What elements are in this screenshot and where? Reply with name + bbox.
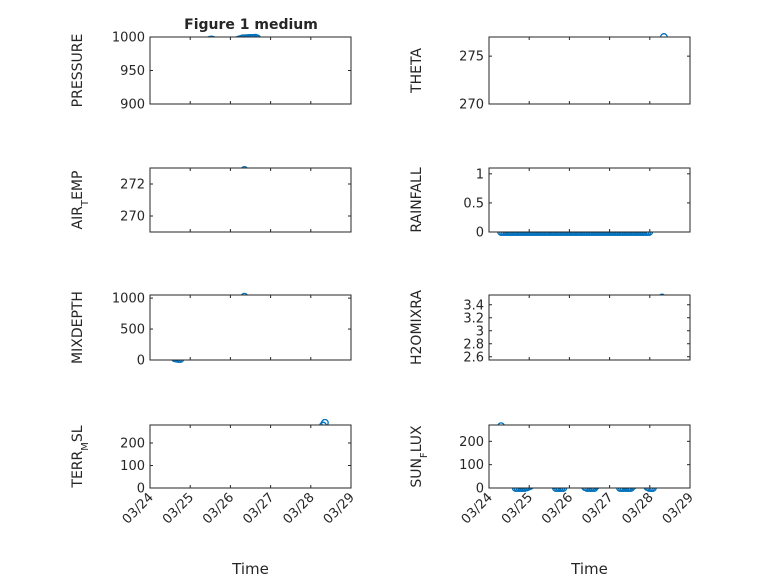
y-axis-label: H2OMIXRA <box>409 290 425 365</box>
y-tick-label: 3 <box>476 324 484 339</box>
y-tick-label: 200 <box>459 435 484 450</box>
x-tick-label: 03/29 <box>660 490 697 527</box>
y-tick-label: 3.2 <box>463 311 484 326</box>
axes-box <box>149 167 352 233</box>
y-tick-label: 1000 <box>112 292 145 307</box>
y-axis-label: TERRMSL <box>70 425 91 488</box>
y-axis-label: SUNFLUX <box>409 425 430 488</box>
y-tick-label: 2.6 <box>463 350 484 365</box>
axes-box <box>488 36 691 105</box>
y-tick-label: 0.5 <box>463 196 484 211</box>
axes-box <box>488 167 691 233</box>
subplot-theta: 270 275 THETA <box>409 33 691 113</box>
x-axis-label: Time <box>231 560 269 578</box>
axes-box <box>149 294 352 361</box>
y-tick-label: 0 <box>137 354 145 369</box>
y-tick-label: 270 <box>459 98 484 113</box>
x-tick-label: 03/29 <box>321 490 358 527</box>
x-tick-label: 03/28 <box>620 490 657 527</box>
subplot-rainfall: 0 0.5 1 RAINFALL <box>409 167 691 241</box>
y-tick-label: 0 <box>476 482 484 497</box>
y-tick-label: 900 <box>120 98 145 113</box>
x-tick-label: 03/27 <box>579 490 616 527</box>
y-tick-label: 0 <box>137 482 145 497</box>
y-tick-label: 500 <box>120 323 145 338</box>
y-tick-label: 0 <box>476 226 484 241</box>
axes-box <box>149 36 352 105</box>
y-tick-label: 272 <box>120 178 145 193</box>
x-tick-label: 03/27 <box>240 490 277 527</box>
x-tick-label: 03/25 <box>160 490 197 527</box>
y-axis-label: PRESSURE <box>70 34 86 108</box>
y-tick-label: 1000 <box>112 31 145 46</box>
subplot-air-temp: 270 272 AIRTEMP <box>70 165 352 233</box>
axes-box <box>149 424 352 489</box>
subplot-pressure: 900 950 1000 PRESSURE <box>70 31 352 113</box>
x-tick-label: 03/28 <box>281 490 318 527</box>
subplot-mixdepth: 0 500 1000 MIXDEPTH <box>70 291 352 369</box>
y-tick-label: 100 <box>459 458 484 473</box>
x-tick-label: 03/26 <box>539 490 576 527</box>
x-axis-label: Time <box>570 560 608 578</box>
y-tick-label: 270 <box>120 210 145 225</box>
axes-box <box>488 294 691 361</box>
y-tick-label: 2.8 <box>463 337 484 352</box>
y-axis-label: AIRTEMP <box>70 171 91 230</box>
y-tick-label: 100 <box>120 459 145 474</box>
y-axis-label: THETA <box>409 48 425 94</box>
subplot-h2omixra: 2.62.833.23.4 H2OMIXRA <box>409 290 691 365</box>
y-tick-label: 950 <box>120 64 145 79</box>
y-axis-label: RAINFALL <box>409 167 425 232</box>
x-tick-label: 03/25 <box>499 490 536 527</box>
x-tick-label: 03/26 <box>200 490 237 527</box>
y-tick-label: 3.4 <box>463 298 484 313</box>
y-tick-label: 1 <box>476 167 484 182</box>
y-axis-label: MIXDEPTH <box>70 291 86 364</box>
axes-box <box>488 424 691 489</box>
y-tick-label: 200 <box>120 437 145 452</box>
y-tick-label: 275 <box>459 50 484 65</box>
figure-title: Figure 1 medium <box>184 17 318 33</box>
